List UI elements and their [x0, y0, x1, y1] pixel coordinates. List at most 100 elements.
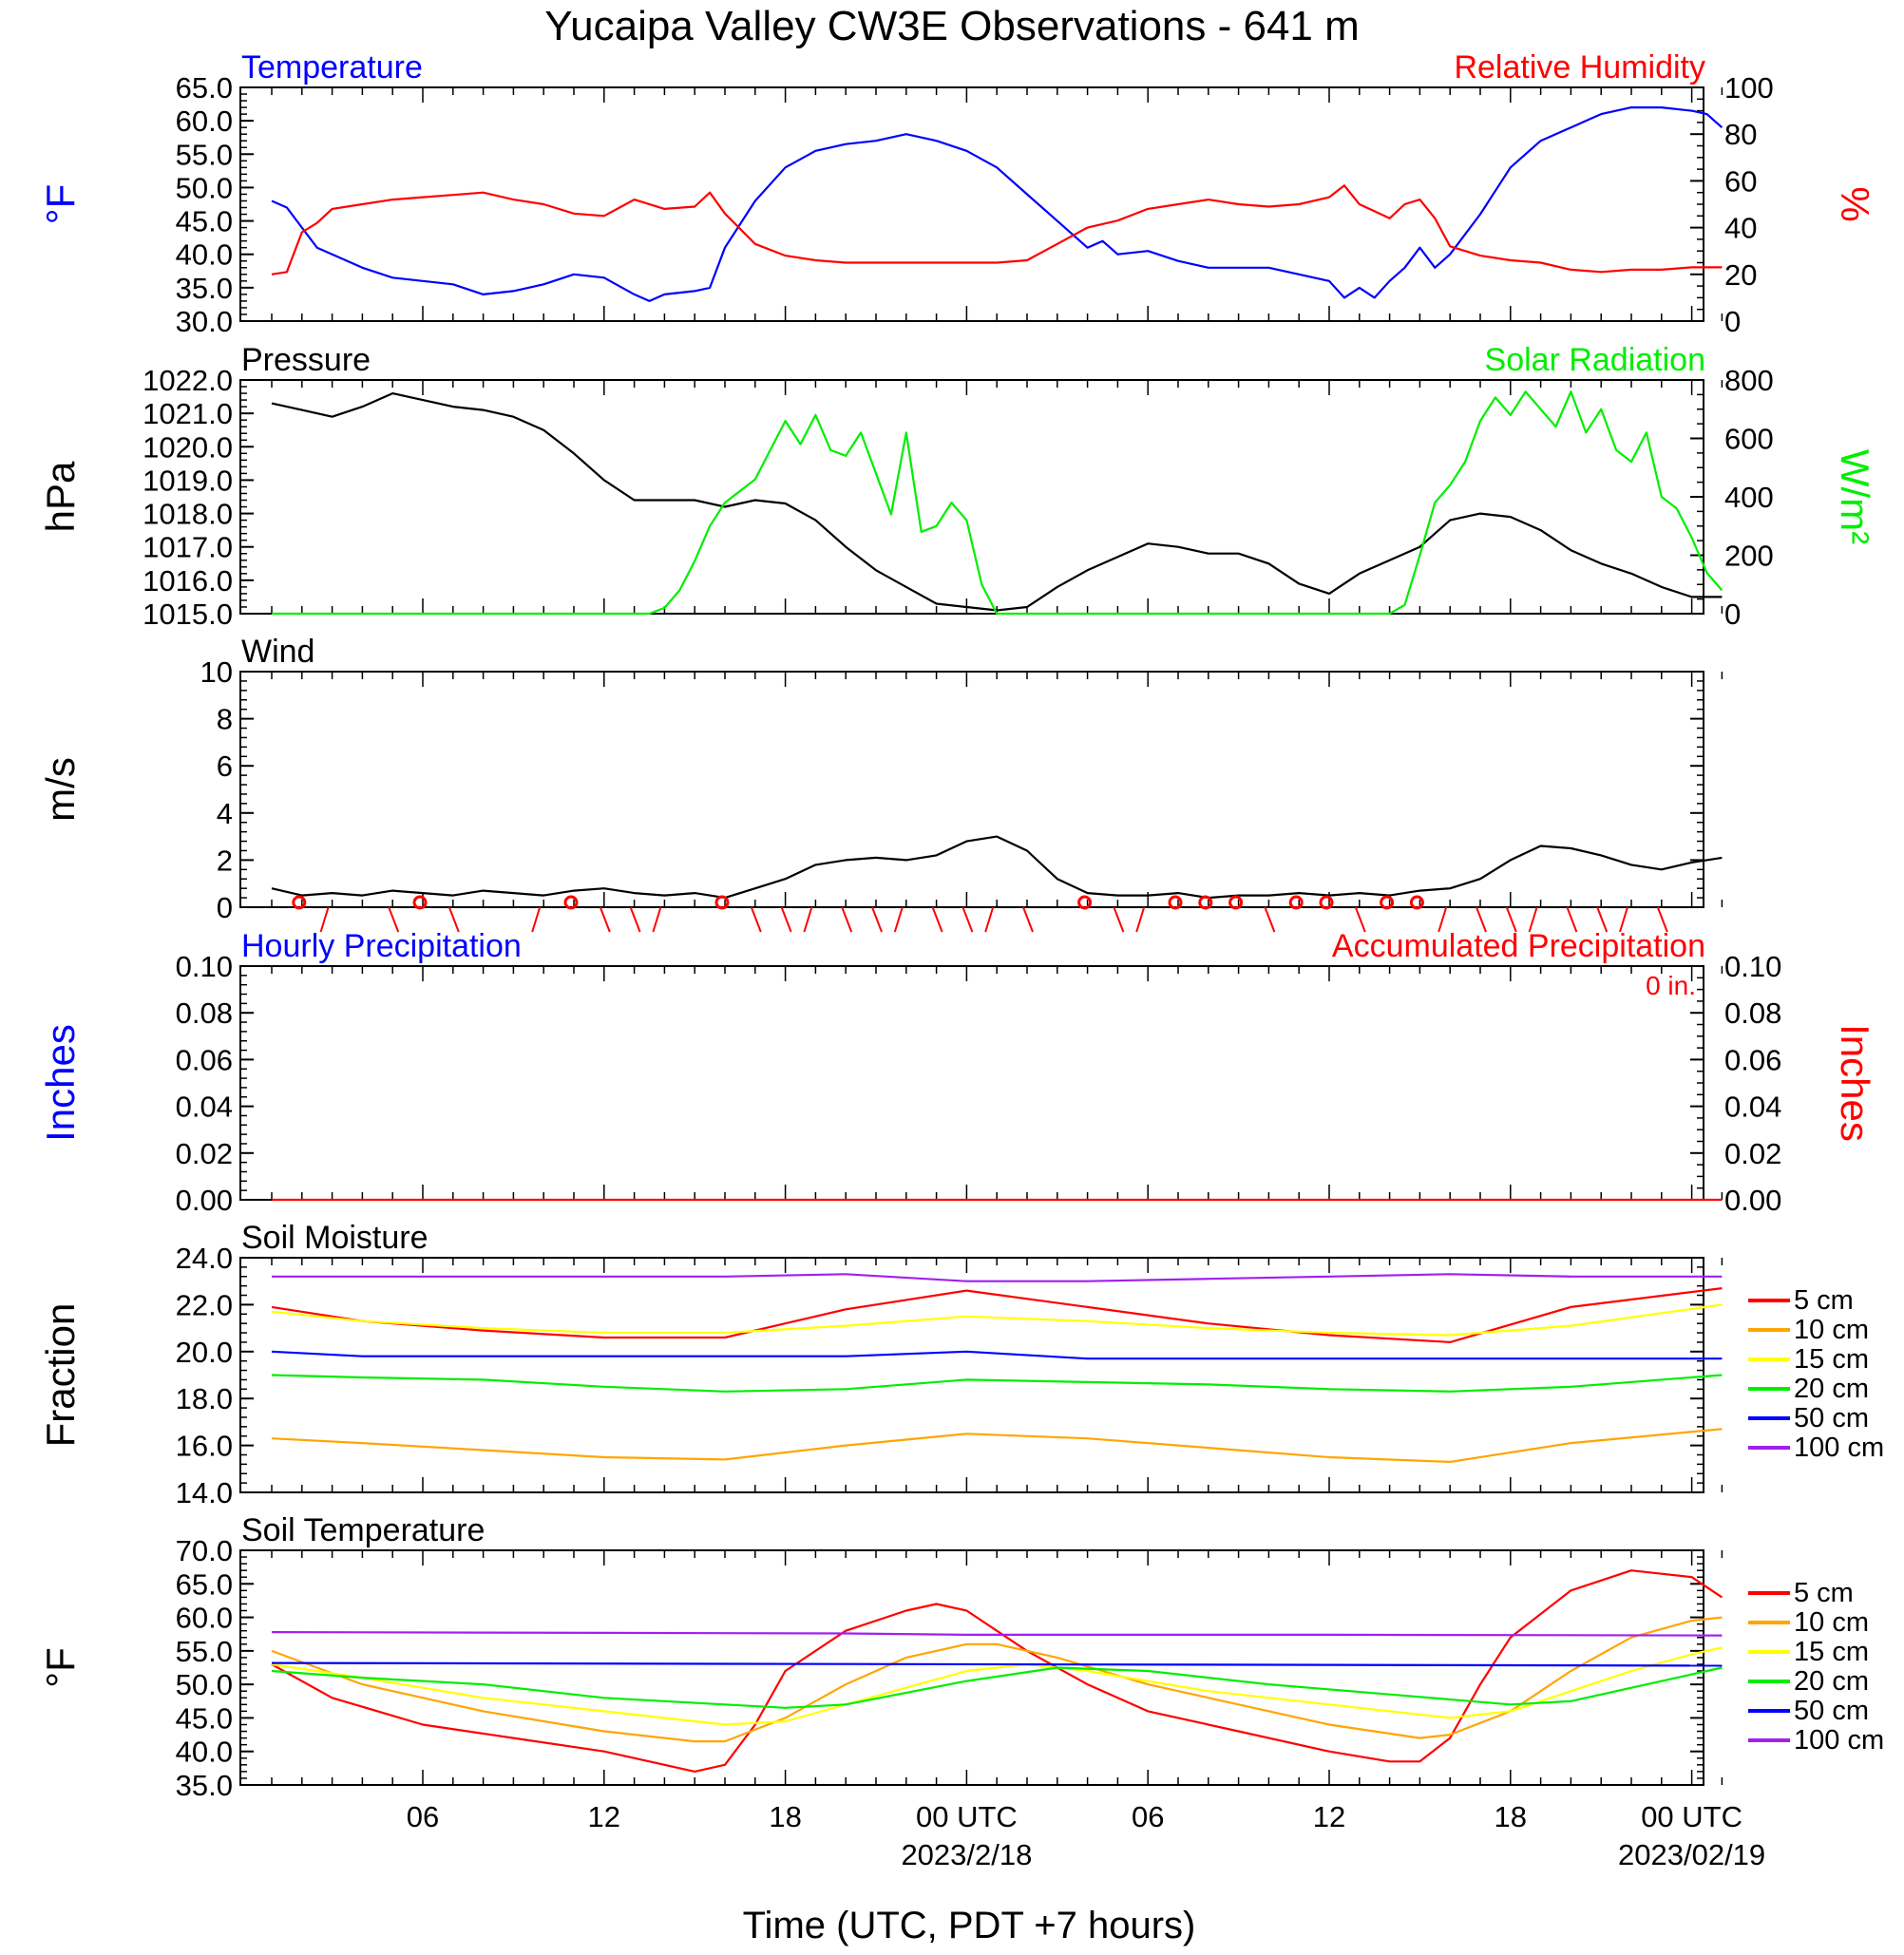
y-tick-label-left: 1019.0: [143, 464, 233, 497]
wind-calm-marker: [1288, 895, 1304, 910]
series-line-100-cm: [271, 1631, 1723, 1637]
y-tick-label-left: 0.00: [176, 1184, 233, 1217]
legend-entry: 50 cm: [1794, 1696, 1869, 1726]
y-axis-title-right: Inches: [1833, 1024, 1877, 1142]
y-tick-label-left: 0.08: [176, 996, 233, 1030]
panel-title-left: Hourly Precipitation: [241, 928, 522, 964]
y-tick-label-left: 70.0: [176, 1534, 233, 1567]
y-tick-label-left: 50.0: [176, 1668, 233, 1701]
panel-temp_rh: 30.035.040.045.050.055.060.065.0 0 20 40 60 8…: [38, 49, 1877, 338]
wind-barb: [893, 906, 904, 933]
wind-barb: [652, 906, 662, 933]
panel-title-right: Accumulated Precipitation: [1332, 928, 1705, 964]
x-tick-label: 06: [407, 1800, 439, 1833]
y-tick-label-right: 40: [1724, 212, 1757, 245]
wind-calm-marker: [1198, 895, 1213, 910]
y-tick-label-right: 0.04: [1724, 1091, 1781, 1124]
x-tick-label: 18: [769, 1800, 801, 1833]
wind-calm-marker: [1077, 895, 1093, 910]
wind-calm-marker: [412, 895, 428, 910]
plot-frame: [239, 1549, 1704, 1786]
series-line-20-cm: [271, 1374, 1723, 1393]
wind-barb: [841, 906, 853, 933]
wind-barb: [871, 906, 883, 933]
chart-title: Yucaipa Valley CW3E Observations - 641 m: [544, 3, 1360, 49]
y-tick-label-left: 1017.0: [143, 531, 233, 564]
y-tick-label-left: 60.0: [176, 1602, 233, 1635]
wind-barb: [1566, 906, 1578, 933]
y-tick-label-left: 65.0: [176, 71, 233, 104]
y-tick-label-right: 20: [1724, 258, 1757, 292]
x-tick-label: 12: [588, 1800, 620, 1833]
series-line-100-cm: [272, 1273, 1723, 1282]
x-tick-label: 00 UTC: [1641, 1800, 1742, 1833]
y-tick-label-right: 100: [1724, 71, 1774, 104]
x-tick-date: 2023/02/19: [1618, 1838, 1765, 1871]
y-tick-label-left: 1015.0: [143, 598, 233, 631]
panel-title-right: Solar Radiation: [1485, 342, 1705, 378]
plot-frame: [239, 1257, 1704, 1493]
x-tick-label: 00 UTC: [916, 1800, 1018, 1833]
y-tick-label-right: 600: [1724, 423, 1774, 456]
y-tick-label-right: 0.06: [1724, 1043, 1781, 1076]
y-axis-title-right: %: [1833, 186, 1877, 221]
plot-frame: [239, 671, 1704, 908]
y-tick-label-right: 0: [1724, 598, 1741, 631]
legend-entry: 15 cm: [1794, 1637, 1869, 1667]
y-tick-label-left: 14.0: [176, 1476, 233, 1509]
series-line-1: [272, 390, 1723, 616]
legend-entry: 20 cm: [1794, 1666, 1869, 1697]
wind-barb: [1438, 906, 1448, 933]
wind-barb: [931, 906, 943, 933]
x-axis-title: Time (UTC, PDT +7 hours): [743, 1905, 1196, 1946]
y-tick-label-left: 0.10: [176, 950, 233, 983]
wind-calm-marker: [1168, 895, 1183, 910]
wind-barb: [1656, 906, 1668, 933]
wind-barb: [1528, 906, 1538, 933]
y-tick-label-left: 20.0: [176, 1336, 233, 1369]
wind-calm-marker: [1409, 895, 1424, 910]
y-tick-label-left: 40.0: [176, 1736, 233, 1769]
wind-barb: [1619, 906, 1628, 933]
y-tick-label-right: 0: [1724, 305, 1741, 338]
series-line-20-cm: [271, 1666, 1723, 1709]
legend-entry: 100 cm: [1794, 1725, 1884, 1756]
x-tick-label: 18: [1495, 1800, 1527, 1833]
y-tick-label-right: 800: [1724, 364, 1774, 397]
y-tick-label-right: 400: [1724, 481, 1774, 514]
y-tick-label-left: 16.0: [176, 1430, 233, 1463]
y-tick-label-left: 2: [217, 844, 233, 877]
wind-calm-marker: [1228, 895, 1244, 910]
series-line-5-cm: [271, 1287, 1723, 1343]
y-tick-label-right: 80: [1724, 118, 1757, 151]
y-tick-label-left: 1021.0: [143, 397, 233, 430]
y-tick-label-left: 6: [217, 750, 233, 783]
y-axis-title-left: hPa: [38, 461, 83, 532]
wind-calm-marker: [563, 895, 579, 910]
series-line-15-cm: [271, 1303, 1723, 1337]
legend-entry: 10 cm: [1794, 1607, 1869, 1638]
series-line-0: [271, 392, 1723, 612]
series-line-5-cm: [271, 1569, 1723, 1773]
wind-barb: [984, 906, 995, 933]
y-tick-label-right: 0.00: [1724, 1184, 1781, 1217]
wind-barb: [599, 906, 611, 933]
y-tick-label-left: 22.0: [176, 1288, 233, 1321]
wind-barb: [1113, 906, 1125, 933]
wind-barb: [1135, 906, 1146, 933]
panel-title-left: Soil Moisture: [241, 1220, 428, 1256]
x-tick-label: 06: [1132, 1800, 1164, 1833]
wind-barb: [1596, 906, 1609, 933]
series-line-0: [271, 835, 1723, 900]
y-tick-label-left: 60.0: [176, 104, 233, 138]
panel-title-left: Soil Temperature: [241, 1512, 485, 1548]
y-tick-label-left: 55.0: [176, 138, 233, 171]
plot-frame: [239, 965, 1704, 1201]
wind-barb: [803, 906, 813, 933]
wind-barb: [962, 906, 974, 933]
legend-entry: 5 cm: [1794, 1285, 1854, 1316]
y-tick-label-left: 1016.0: [143, 564, 233, 598]
x-tick-date: 2023/2/18: [901, 1838, 1032, 1871]
